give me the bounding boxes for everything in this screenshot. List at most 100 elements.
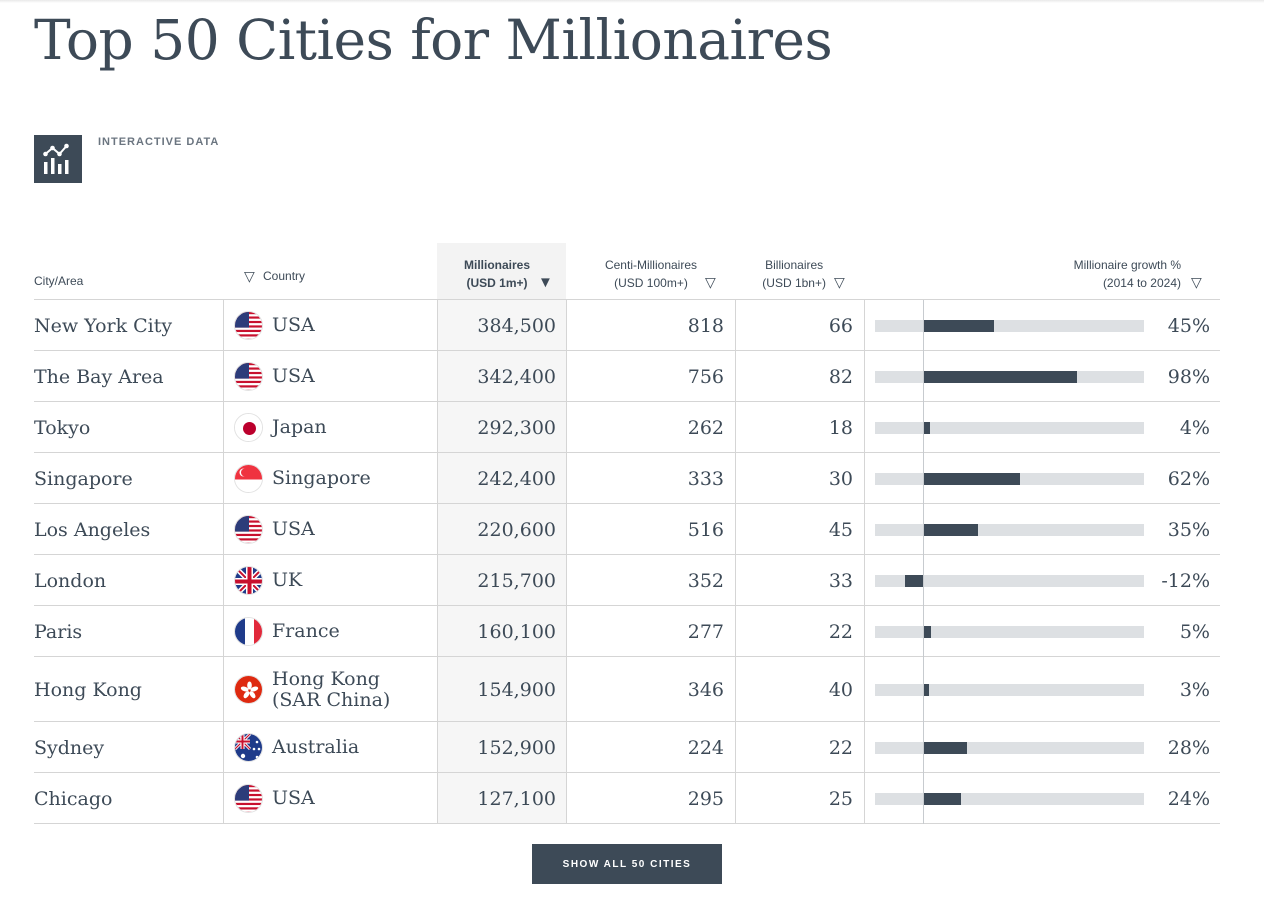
millionaires-value: 292,300 [477,416,556,439]
millionaires-value: 215,700 [477,569,556,592]
table-row: New York City USA 384,500 818 66 45% [34,300,1220,351]
row-divider [34,503,1220,504]
sorted-column-highlight [437,722,566,773]
column-divider [437,657,438,722]
sort-triangle-icon: ▽ [834,274,845,290]
growth-value: 45% [1167,314,1210,337]
column-header-growth[interactable]: Millionaire growth % (2014 to 2024) ▽ [865,243,1220,299]
growth-value: 24% [1167,787,1210,810]
sorted-column-highlight [437,402,566,453]
country-name: USA [272,365,315,387]
column-divider [864,453,865,504]
hongkong-flag-icon [234,675,263,704]
column-header-millionaires[interactable]: Millionaires (USD 1m+) ▼ [437,243,566,299]
city-name: Tokyo [34,416,91,439]
table-row: London UK 215,700 352 33 -12% [34,555,1220,606]
column-divider [864,722,865,773]
usa-flag-icon [234,362,263,391]
table-row: The Bay Area USA 342,400 756 82 98% [34,351,1220,402]
column-divider [437,402,438,453]
growth-bar [923,319,994,332]
show-all-cities-button[interactable]: SHOW ALL 50 CITIES [532,844,722,884]
column-divider [223,504,224,555]
column-divider [735,722,736,773]
page-title: Top 50 Cities for Millionaires [34,8,833,72]
row-divider [34,656,1220,657]
column-header-billionaires[interactable]: Billionaires (USD 1bn+) ▽ [736,243,864,299]
sorted-column-highlight [437,606,566,657]
singapore-flag-icon [234,464,263,493]
column-divider [735,351,736,402]
centi-millionaires-value: 262 [687,416,724,439]
billionaires-value: 40 [828,678,853,701]
growth-bar-track [875,319,1144,332]
centi-millionaires-value: 516 [687,518,724,541]
column-divider [864,773,865,824]
column-header-centi[interactable]: Centi-Millionaires (USD 100m+) ▽ [567,243,735,299]
growth-zero-line [923,504,925,555]
column-divider [223,773,224,824]
growth-bar-track [875,472,1144,485]
sort-triangle-icon: ▽ [244,268,255,284]
country-name: Hong Kong (SAR China) [272,667,391,711]
column-divider [566,657,567,722]
country-cell: USA [234,351,434,402]
table-row: Sydney Australia 152,900 224 22 28% [34,722,1220,773]
growth-zero-line [923,606,925,657]
centi-millionaires-value: 346 [687,678,724,701]
growth-bar-track [875,683,1144,696]
table-row: Paris France 160,100 277 22 5% [34,606,1220,657]
growth-bar-track [875,421,1144,434]
column-divider [735,453,736,504]
country-cell: USA [234,773,434,824]
growth-value: 62% [1167,467,1210,490]
column-divider [566,722,567,773]
column-divider [223,300,224,351]
column-divider [437,504,438,555]
sort-active-icon: ▼ [538,274,553,291]
row-divider [34,452,1220,453]
growth-header-line2: (2014 to 2024) [1102,276,1181,290]
column-divider [223,657,224,722]
growth-bar-track [875,574,1144,587]
sort-triangle-icon: ▽ [705,274,716,290]
centi-header-line1: Centi-Millionaires [604,258,697,272]
column-divider [864,504,865,555]
growth-bar [923,421,930,434]
column-divider [223,722,224,773]
country-name: USA [272,314,315,336]
column-divider [735,657,736,722]
sorted-column-highlight [437,555,566,606]
country-cell: USA [234,504,434,555]
growth-value: 3% [1179,678,1210,701]
country-cell: Hong Kong (SAR China) [234,657,434,722]
column-divider [223,453,224,504]
column-divider [437,606,438,657]
column-divider [223,351,224,402]
growth-bar [923,472,1021,485]
table-row: Los Angeles USA 220,600 516 45 35% [34,504,1220,555]
millionaires-value: 154,900 [477,678,556,701]
column-divider [223,402,224,453]
sort-triangle-icon: ▽ [1191,274,1202,290]
row-divider [34,401,1220,402]
column-divider [864,300,865,351]
growth-zero-line [923,351,925,402]
city-name: New York City [34,314,173,337]
growth-bar-track [875,625,1144,638]
column-divider [566,555,567,606]
growth-zero-line [923,722,925,773]
row-divider [34,350,1220,351]
column-header-country[interactable]: ▽ Country [224,243,436,299]
column-divider [566,606,567,657]
growth-zero-line [923,555,925,606]
growth-bar [923,625,932,638]
city-name: London [34,569,107,592]
billionaires-value: 22 [828,736,853,759]
city-name: The Bay Area [34,365,164,388]
column-divider [437,555,438,606]
growth-bar-track [875,792,1144,805]
billionaires-value: 45 [828,518,853,541]
column-divider [864,402,865,453]
growth-bar [923,683,930,696]
